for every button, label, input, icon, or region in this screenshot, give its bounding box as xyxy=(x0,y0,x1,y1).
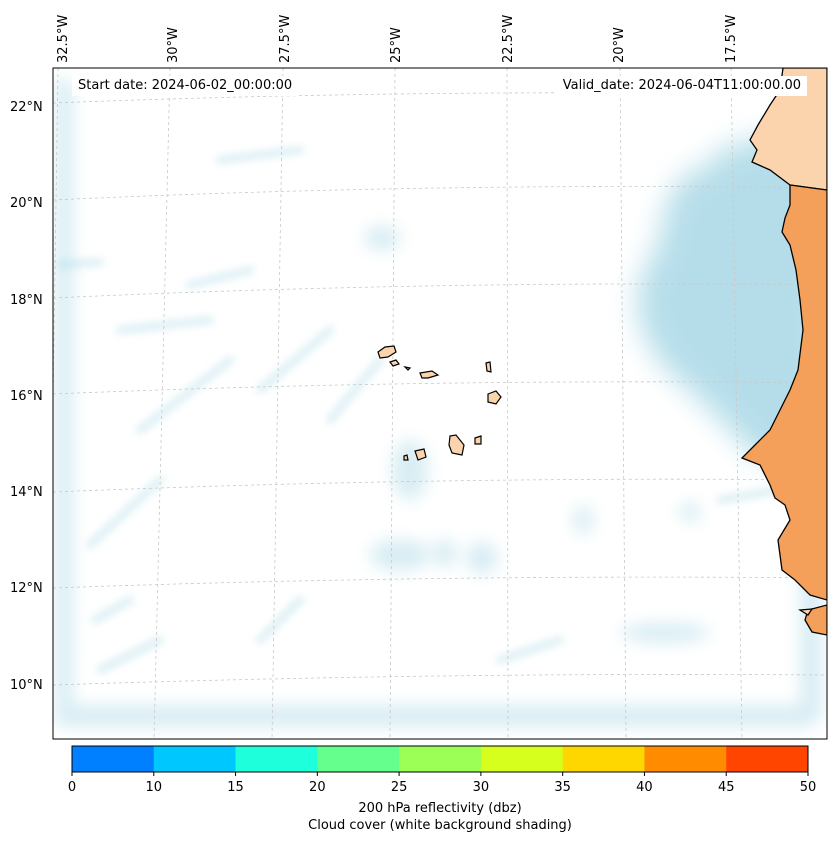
colorbar-tick-label: 20 xyxy=(309,780,326,795)
colorbar-tick-label: 40 xyxy=(636,780,653,795)
colorbar-segment xyxy=(480,746,564,772)
colorbar-segment xyxy=(562,746,645,772)
lon-label: 30°W xyxy=(166,27,181,63)
colorbar-tick-label: 30 xyxy=(473,780,490,795)
lon-label: 25°W xyxy=(389,27,404,63)
colorbar-segment xyxy=(726,746,809,772)
colorbar-segment xyxy=(317,746,400,772)
colorbar-segment xyxy=(644,746,727,772)
lon-label: 32.5°W xyxy=(56,15,71,63)
colorbar: 0 10 15 20 25 30 35 40 45 50 xyxy=(68,745,817,795)
colorbar-tick-label: 45 xyxy=(718,780,735,795)
colorbar-tick-label: 25 xyxy=(391,780,408,795)
colorbar-sublabel: Cloud cover (white background shading) xyxy=(308,818,572,833)
lon-label: 20°W xyxy=(612,27,627,63)
lat-label: 14°N xyxy=(10,485,43,500)
colorbar-label: 200 hPa reflectivity (dbz) xyxy=(358,801,522,816)
lat-label: 18°N xyxy=(10,293,43,308)
lat-label: 12°N xyxy=(10,581,43,596)
lat-label: 22°N xyxy=(10,100,43,115)
lon-label: 17.5°W xyxy=(724,15,739,63)
latitude-labels: 22°N 20°N 18°N 16°N 14°N 12°N 10°N xyxy=(10,100,43,693)
colorbar-tick-label: 35 xyxy=(554,780,571,795)
africa-land xyxy=(740,68,827,636)
longitude-labels: 32.5°W 30°W 27.5°W 25°W 22.5°W 20°W 17.5… xyxy=(56,15,739,63)
lat-label: 16°N xyxy=(10,389,43,404)
cape-verde-islands xyxy=(377,345,502,461)
colorbar-segment xyxy=(153,746,237,772)
start-date-label: Start date: 2024-06-02_00:00:00 xyxy=(72,76,299,96)
lon-label: 27.5°W xyxy=(278,15,293,63)
colorbar-segment xyxy=(235,746,318,772)
colorbar-tick-label: 0 xyxy=(68,780,76,795)
colorbar-tick-label: 15 xyxy=(227,780,244,795)
map-gridlines xyxy=(53,68,827,739)
colorbar-segment xyxy=(72,746,155,772)
cloud-cover-shading xyxy=(55,80,827,727)
colorbar-tick-label: 50 xyxy=(800,780,817,795)
colorbar-segment xyxy=(399,746,482,772)
valid-date-label: Valid_date: 2024-06-04T11:00:00.00 xyxy=(556,76,807,96)
colorbar-tick-label: 10 xyxy=(146,780,163,795)
map-frame xyxy=(52,67,828,740)
lon-label: 22.5°W xyxy=(501,15,516,63)
colorbar-frame xyxy=(71,745,809,773)
lat-label: 10°N xyxy=(10,678,43,693)
lat-label: 20°N xyxy=(10,196,43,211)
